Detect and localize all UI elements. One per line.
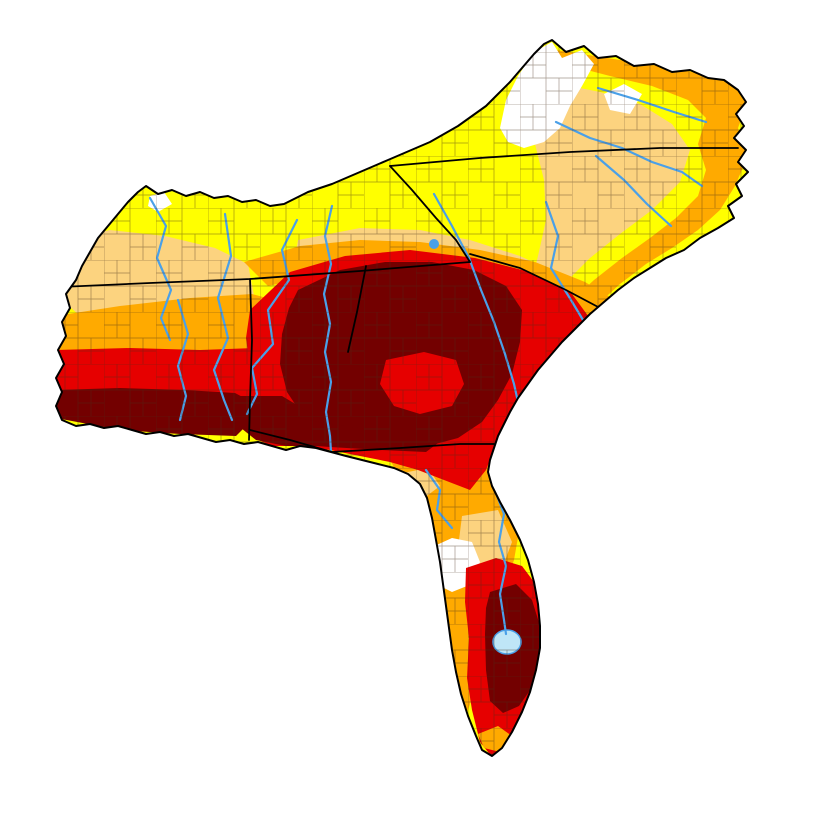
state-borders bbox=[59, 147, 739, 453]
state-border-georgia-florida bbox=[331, 443, 495, 453]
state-border-northcarolina-southcarolina bbox=[469, 253, 601, 309]
state-border-virginia-northcarolina bbox=[389, 147, 739, 167]
state-border-alabama-georgia bbox=[347, 265, 367, 353]
state-border-tennessee-northcarolina bbox=[389, 165, 471, 263]
state-border-mississippi-alabama bbox=[248, 278, 253, 441]
